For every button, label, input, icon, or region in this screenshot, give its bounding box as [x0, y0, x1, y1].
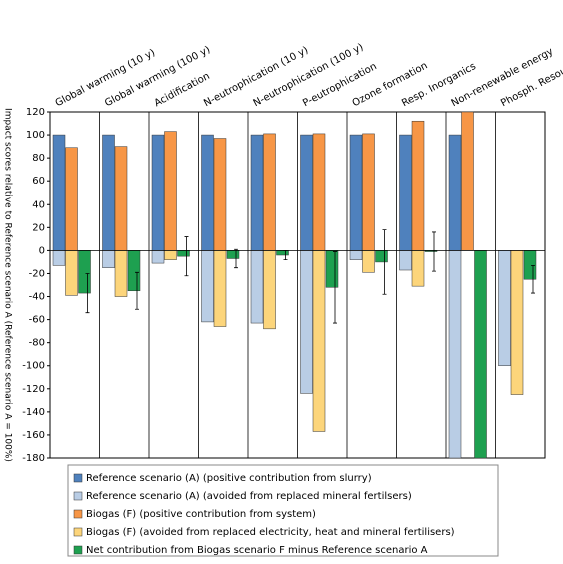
y-tick-label: 80: [32, 153, 45, 164]
y-tick-label: 60: [32, 176, 45, 187]
y-tick-label: 120: [26, 107, 45, 118]
error-bar: [432, 231, 436, 272]
bar: [114, 146, 128, 251]
y-tick-label: -60: [29, 315, 45, 326]
legend-swatch: [73, 509, 83, 519]
y-tick-label: -100: [22, 361, 45, 372]
bar: [226, 250, 240, 259]
bar: [300, 250, 313, 394]
legend-label: Reference scenario (A) (positive contrib…: [86, 473, 372, 484]
legend-swatch: [73, 491, 83, 501]
bar: [312, 250, 326, 432]
y-tick-label: -140: [22, 407, 45, 418]
bar: [362, 250, 375, 273]
bar: [177, 250, 190, 257]
error-bar: [85, 273, 90, 314]
legend-label: Net contribution from Biogas scenario F …: [86, 545, 428, 556]
bar: [164, 131, 177, 251]
legend: [67, 464, 499, 557]
bar: [510, 250, 524, 395]
bar: [102, 134, 115, 251]
bar: [312, 133, 326, 251]
bar: [498, 250, 511, 366]
legend-swatch: [73, 527, 83, 537]
y-tick-label: 40: [32, 199, 45, 210]
error-bar: [135, 271, 139, 310]
legend-swatch: [73, 473, 83, 483]
bar: [114, 250, 128, 297]
bar: [375, 250, 388, 263]
y-tick-label: -120: [22, 384, 45, 395]
y-tick-label: 100: [26, 130, 45, 141]
y-tick-label: -180: [22, 453, 45, 464]
legend-swatch: [73, 545, 83, 555]
error-bar: [382, 229, 387, 295]
bar: [213, 250, 227, 327]
y-tick-label: -20: [29, 268, 45, 279]
y-tick-label: 20: [32, 222, 45, 233]
bar: [151, 134, 165, 251]
bar: [201, 250, 214, 323]
bar: [461, 111, 474, 251]
bar: [65, 250, 78, 296]
bar: [448, 250, 462, 459]
bar: [102, 250, 115, 268]
y-tick-label: -160: [22, 430, 45, 441]
bar: [399, 250, 412, 271]
bar: [201, 134, 214, 251]
legend-label: Biogas (F) (avoided from replaced electr…: [86, 527, 455, 538]
bar: [300, 134, 313, 251]
bar: [78, 250, 91, 294]
bar: [349, 250, 363, 260]
bar: [349, 134, 363, 251]
bar: [523, 250, 537, 280]
bar: [164, 250, 177, 260]
bar: [474, 250, 487, 459]
bar: [52, 134, 66, 251]
legend-label: Biogas (F) (positive contribution from s…: [86, 509, 316, 520]
error-bar: [184, 236, 189, 277]
bar: [127, 250, 141, 292]
bar: [151, 250, 165, 264]
bar: [263, 250, 276, 330]
y-axis-label: Impact scores relative to Reference scen…: [3, 108, 13, 462]
legend-label: Reference scenario (A) (avoided from rep…: [86, 491, 412, 502]
bar: [250, 134, 264, 251]
y-tick-label: -80: [29, 338, 45, 349]
bar: [448, 134, 462, 251]
error-bar: [333, 251, 337, 324]
error-bar: [531, 264, 535, 294]
bar: [213, 138, 227, 251]
bar: [362, 133, 375, 251]
bar: [399, 134, 412, 251]
bar: [411, 120, 425, 251]
bar: [263, 133, 276, 251]
bar: [325, 250, 339, 288]
error-bar: [234, 248, 238, 269]
y-tick-label: -40: [29, 292, 45, 303]
bar: [250, 250, 264, 324]
bar: [276, 250, 289, 256]
bar: [65, 147, 78, 251]
y-tick-label: 0: [39, 245, 45, 256]
bar: [411, 250, 425, 287]
bar: [52, 250, 66, 266]
